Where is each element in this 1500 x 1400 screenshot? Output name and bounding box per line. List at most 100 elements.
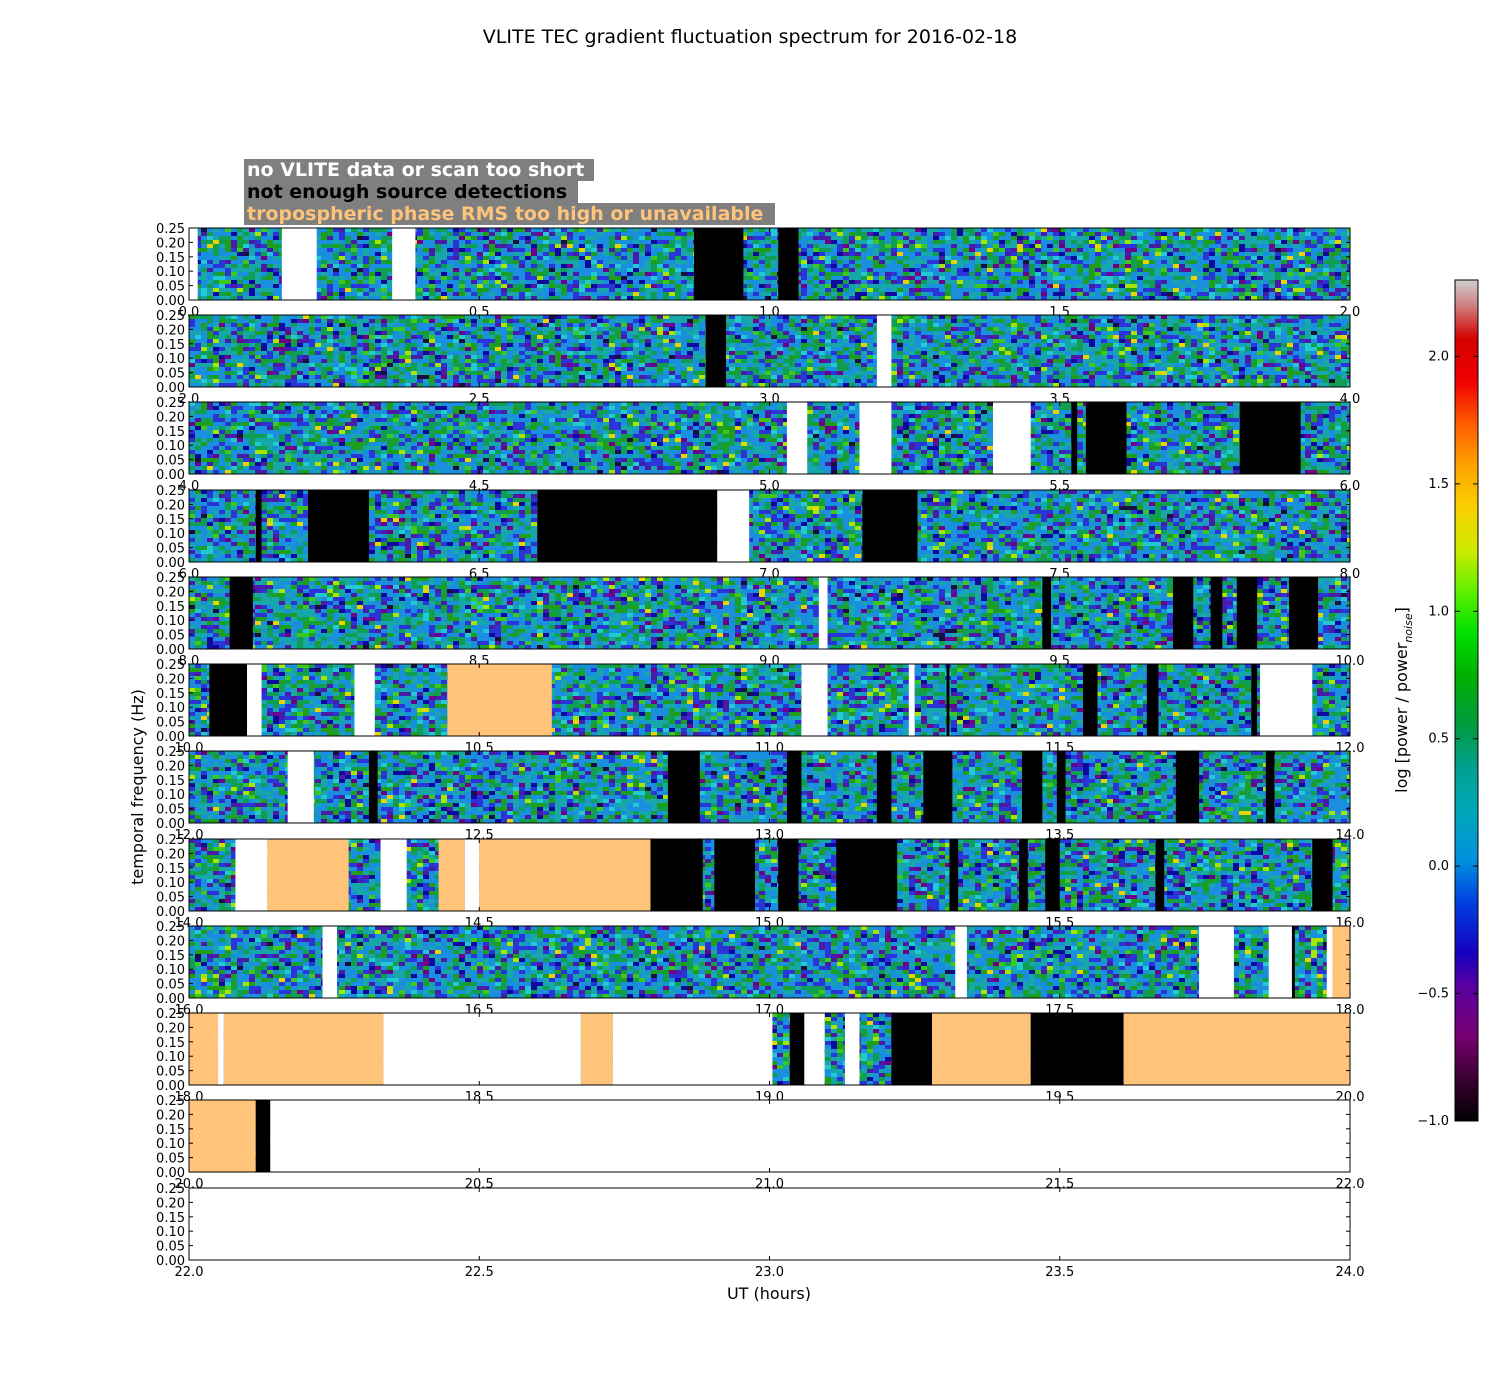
heatmap-cell bbox=[501, 276, 507, 280]
heatmap-cell bbox=[1227, 256, 1233, 260]
heatmap-cell bbox=[267, 244, 273, 248]
heatmap-cell bbox=[585, 292, 591, 296]
heatmap-cell bbox=[441, 248, 447, 252]
heatmap-cell bbox=[435, 292, 441, 296]
heatmap-cell bbox=[915, 276, 921, 280]
heatmap-cell bbox=[1317, 272, 1323, 276]
heatmap-cell bbox=[1239, 264, 1245, 268]
heatmap-cell bbox=[1161, 288, 1167, 292]
heatmap-cell bbox=[765, 256, 771, 260]
heatmap-cell bbox=[351, 319, 357, 323]
heatmap-cell bbox=[1167, 264, 1173, 268]
heatmap-cell bbox=[1131, 268, 1137, 272]
heatmap-cell bbox=[831, 256, 837, 260]
heatmap-cell bbox=[381, 367, 387, 371]
heatmap-cell bbox=[273, 315, 279, 319]
heatmap-cell bbox=[957, 252, 963, 256]
heatmap-cell bbox=[267, 359, 273, 363]
heatmap-cell bbox=[417, 331, 423, 335]
heatmap-cell bbox=[465, 371, 471, 375]
heatmap-cell bbox=[207, 232, 213, 236]
heatmap-cell bbox=[441, 379, 447, 383]
heatmap-cell bbox=[513, 296, 519, 300]
heatmap-cell bbox=[327, 371, 333, 375]
heatmap-cell bbox=[363, 260, 369, 264]
heatmap-cell bbox=[381, 284, 387, 288]
heatmap-cell bbox=[339, 244, 345, 248]
heatmap-cell bbox=[1305, 264, 1311, 268]
heatmap-cell bbox=[333, 288, 339, 292]
heatmap-cell bbox=[1089, 280, 1095, 284]
heatmap-cell bbox=[237, 288, 243, 292]
heatmap-cell bbox=[1329, 232, 1335, 236]
heatmap-cell bbox=[1317, 276, 1323, 280]
heatmap-cell bbox=[1107, 276, 1113, 280]
heatmap-cell bbox=[867, 240, 873, 244]
heatmap-cell bbox=[1263, 280, 1269, 284]
heatmap-cell bbox=[981, 292, 987, 296]
heatmap-cell bbox=[1281, 280, 1287, 284]
heatmap-cell bbox=[1299, 248, 1305, 252]
heatmap-cell bbox=[207, 319, 213, 323]
heatmap-cell bbox=[339, 236, 345, 240]
heatmap-cell bbox=[507, 339, 513, 343]
heatmap-cell bbox=[411, 351, 417, 355]
heatmap-cell bbox=[1293, 296, 1299, 300]
heatmap-cell bbox=[459, 363, 465, 367]
heatmap-cell bbox=[375, 292, 381, 296]
heatmap-cell bbox=[903, 236, 909, 240]
heatmap-cell bbox=[357, 244, 363, 248]
heatmap-cell bbox=[519, 327, 525, 331]
heatmap-cell bbox=[231, 284, 237, 288]
heatmap-cell bbox=[465, 268, 471, 272]
heatmap-cell bbox=[1113, 272, 1119, 276]
heatmap-cell bbox=[765, 284, 771, 288]
heatmap-cell bbox=[213, 323, 219, 327]
heatmap-cell bbox=[393, 371, 399, 375]
heatmap-cell bbox=[393, 375, 399, 379]
heatmap-cell bbox=[1059, 280, 1065, 284]
heatmap-cell bbox=[501, 335, 507, 339]
heatmap-cell bbox=[1089, 240, 1095, 244]
heatmap-cell bbox=[327, 327, 333, 331]
heatmap-cell bbox=[681, 296, 687, 300]
heatmap-cell bbox=[375, 276, 381, 280]
heatmap-cell bbox=[1077, 240, 1083, 244]
heatmap-cell bbox=[957, 264, 963, 268]
heatmap-cell bbox=[501, 327, 507, 331]
heatmap-cell bbox=[921, 288, 927, 292]
heatmap-cell bbox=[1101, 240, 1107, 244]
heatmap-cell bbox=[411, 327, 417, 331]
heatmap-cell bbox=[951, 268, 957, 272]
heatmap-cell bbox=[327, 292, 333, 296]
heatmap-cell bbox=[477, 319, 483, 323]
heatmap-cell bbox=[513, 244, 519, 248]
heatmap-cell bbox=[1077, 280, 1083, 284]
heatmap-cell bbox=[591, 296, 597, 300]
heatmap-cell bbox=[1233, 256, 1239, 260]
heatmap-cell bbox=[381, 335, 387, 339]
heatmap-cell bbox=[663, 248, 669, 252]
heatmap-cell bbox=[1005, 272, 1011, 276]
heatmap-cell bbox=[657, 228, 663, 232]
heatmap-cell bbox=[363, 319, 369, 323]
heatmap-cell bbox=[339, 347, 345, 351]
heatmap-cell bbox=[927, 232, 933, 236]
heatmap-cell bbox=[435, 375, 441, 379]
heatmap-cell bbox=[279, 331, 285, 335]
heatmap-cell bbox=[681, 276, 687, 280]
heatmap-cell bbox=[849, 252, 855, 256]
heatmap-cell bbox=[903, 276, 909, 280]
heatmap-cell bbox=[567, 296, 573, 300]
heatmap-cell bbox=[1245, 240, 1251, 244]
heatmap-cell bbox=[1011, 296, 1017, 300]
heatmap-cell bbox=[801, 252, 807, 256]
heatmap-cell bbox=[753, 232, 759, 236]
heatmap-cell bbox=[651, 228, 657, 232]
heatmap-cell bbox=[489, 252, 495, 256]
heatmap-cell bbox=[879, 228, 885, 232]
heatmap-cell bbox=[363, 272, 369, 276]
heatmap-cell bbox=[621, 252, 627, 256]
heatmap-cell bbox=[519, 280, 525, 284]
heatmap-cell bbox=[327, 367, 333, 371]
